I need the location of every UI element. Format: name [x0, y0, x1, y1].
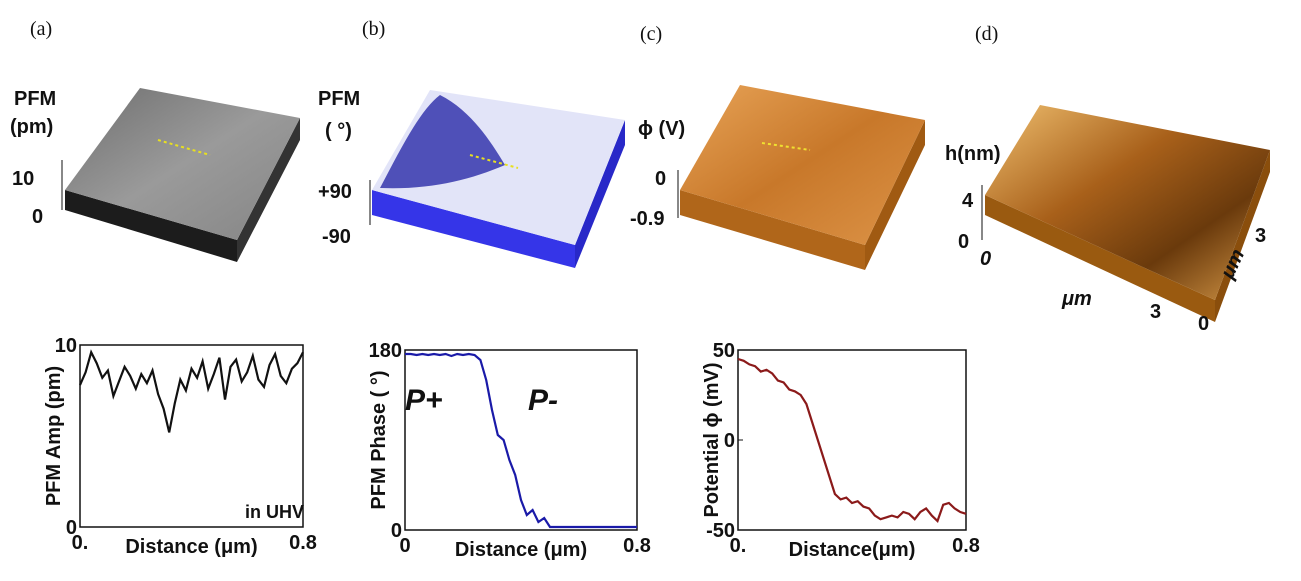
- y-axis-label: Potential ϕ (mV): [701, 363, 723, 518]
- surface-label: 0: [980, 248, 991, 270]
- surface-label: PFM: [14, 88, 56, 110]
- y-axis-label: PFM Amp (pm): [43, 366, 65, 506]
- y-tick-label: 50: [713, 340, 735, 362]
- surface-label: 10: [12, 168, 34, 190]
- surface-label: (pm): [10, 116, 53, 138]
- y-tick-label: 180: [369, 340, 402, 362]
- surface-label: +90: [318, 181, 352, 203]
- surface-label: ϕ (V): [638, 118, 685, 140]
- x-axis-label: Distance (μm): [455, 539, 587, 561]
- x-tick-label: 0.: [730, 535, 747, 557]
- y-tick-label: 10: [55, 335, 77, 357]
- panel-letter: (d): [975, 23, 998, 45]
- panel-letter: (c): [640, 23, 662, 45]
- page: (a) PFM (pm) 10 0 (b) PFM ( °) +90 -90 (…: [0, 0, 1301, 581]
- y-axis-label: PFM Phase ( °): [368, 370, 390, 509]
- surface-a: [62, 88, 300, 262]
- surface-label: 3: [1255, 225, 1266, 247]
- surface-label: 0: [958, 231, 969, 253]
- annotation: P-: [528, 384, 558, 417]
- x-axis-label: Distance(μm): [789, 539, 916, 561]
- surface-c: [678, 85, 925, 270]
- surface-label: 0: [32, 206, 43, 228]
- figure: (a) PFM (pm) 10 0 (b) PFM ( °) +90 -90 (…: [0, 0, 1301, 581]
- surface-label: 4: [962, 190, 974, 212]
- panel-letter: (a): [30, 18, 52, 40]
- surface-d: [982, 105, 1270, 322]
- line: [738, 359, 966, 521]
- x-tick-label: 0.: [72, 532, 89, 554]
- surface-label: h(nm): [945, 143, 1001, 165]
- surface-label: PFM: [318, 88, 360, 110]
- surface-label: 0: [655, 168, 666, 190]
- x-tick-label: 0.8: [289, 532, 317, 554]
- surface-label: μm: [1061, 288, 1092, 310]
- annotation: P+: [405, 384, 443, 417]
- line: [80, 352, 303, 432]
- surface-label: 0: [1198, 313, 1209, 335]
- y-tick-label: 0: [724, 430, 735, 452]
- x-tick-label: 0.8: [623, 535, 651, 557]
- x-tick-label: 0: [399, 535, 410, 557]
- surface-b: [370, 90, 625, 268]
- surface-label: -90: [322, 226, 351, 248]
- x-axis-label: Distance (μm): [125, 536, 257, 558]
- surface-label: 3: [1150, 301, 1161, 323]
- surface-label: ( °): [325, 120, 352, 142]
- panel-letter: (b): [362, 18, 385, 40]
- surface-label: -0.9: [630, 208, 664, 230]
- x-tick-label: 0.8: [952, 535, 980, 557]
- line: [405, 354, 637, 527]
- annotation: in UHV: [245, 502, 304, 522]
